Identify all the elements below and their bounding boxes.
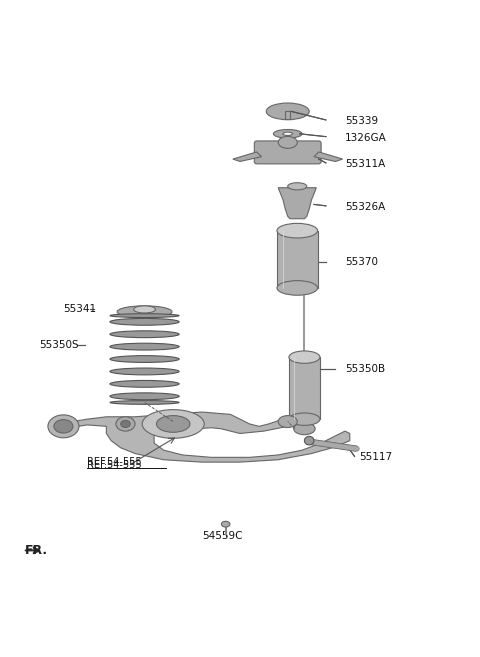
Ellipse shape bbox=[54, 420, 73, 433]
Ellipse shape bbox=[289, 413, 320, 425]
Ellipse shape bbox=[266, 103, 309, 120]
Ellipse shape bbox=[278, 416, 297, 428]
Ellipse shape bbox=[110, 314, 179, 317]
Ellipse shape bbox=[133, 306, 156, 313]
Ellipse shape bbox=[142, 409, 204, 438]
Ellipse shape bbox=[110, 319, 179, 325]
FancyBboxPatch shape bbox=[285, 112, 290, 118]
FancyBboxPatch shape bbox=[289, 357, 320, 419]
Text: REF.54-555: REF.54-555 bbox=[87, 457, 142, 466]
Ellipse shape bbox=[304, 436, 314, 445]
Polygon shape bbox=[233, 152, 262, 162]
Ellipse shape bbox=[110, 401, 179, 404]
Text: 55341: 55341 bbox=[63, 304, 96, 315]
Ellipse shape bbox=[277, 281, 318, 295]
Ellipse shape bbox=[117, 306, 172, 318]
Text: 55326A: 55326A bbox=[345, 202, 385, 212]
Ellipse shape bbox=[120, 420, 130, 428]
Ellipse shape bbox=[116, 417, 135, 431]
Ellipse shape bbox=[277, 223, 318, 238]
Text: 1326GA: 1326GA bbox=[345, 133, 387, 143]
Text: 55350B: 55350B bbox=[345, 364, 385, 374]
Ellipse shape bbox=[221, 521, 230, 527]
Ellipse shape bbox=[289, 351, 320, 363]
Ellipse shape bbox=[110, 343, 179, 350]
Text: 55339: 55339 bbox=[345, 116, 378, 126]
FancyBboxPatch shape bbox=[254, 141, 321, 164]
Ellipse shape bbox=[294, 422, 315, 435]
Polygon shape bbox=[314, 152, 343, 162]
Text: FR.: FR. bbox=[25, 544, 48, 557]
Text: 55117: 55117 bbox=[360, 453, 393, 463]
Ellipse shape bbox=[288, 183, 307, 190]
Text: 55370: 55370 bbox=[345, 257, 378, 267]
Ellipse shape bbox=[48, 415, 79, 438]
Text: 55350S: 55350S bbox=[39, 340, 79, 350]
Text: 54559C: 54559C bbox=[202, 531, 242, 541]
Ellipse shape bbox=[110, 355, 179, 363]
Ellipse shape bbox=[274, 129, 302, 138]
Text: 55311A: 55311A bbox=[345, 159, 385, 169]
Polygon shape bbox=[278, 188, 316, 219]
Ellipse shape bbox=[110, 368, 179, 375]
FancyBboxPatch shape bbox=[277, 231, 318, 288]
Ellipse shape bbox=[110, 331, 179, 338]
Ellipse shape bbox=[278, 137, 297, 148]
Ellipse shape bbox=[156, 416, 190, 432]
Text: REF.54-555: REF.54-555 bbox=[87, 459, 142, 470]
Ellipse shape bbox=[110, 380, 179, 387]
Ellipse shape bbox=[110, 393, 179, 399]
Ellipse shape bbox=[283, 132, 292, 135]
Polygon shape bbox=[59, 412, 350, 462]
